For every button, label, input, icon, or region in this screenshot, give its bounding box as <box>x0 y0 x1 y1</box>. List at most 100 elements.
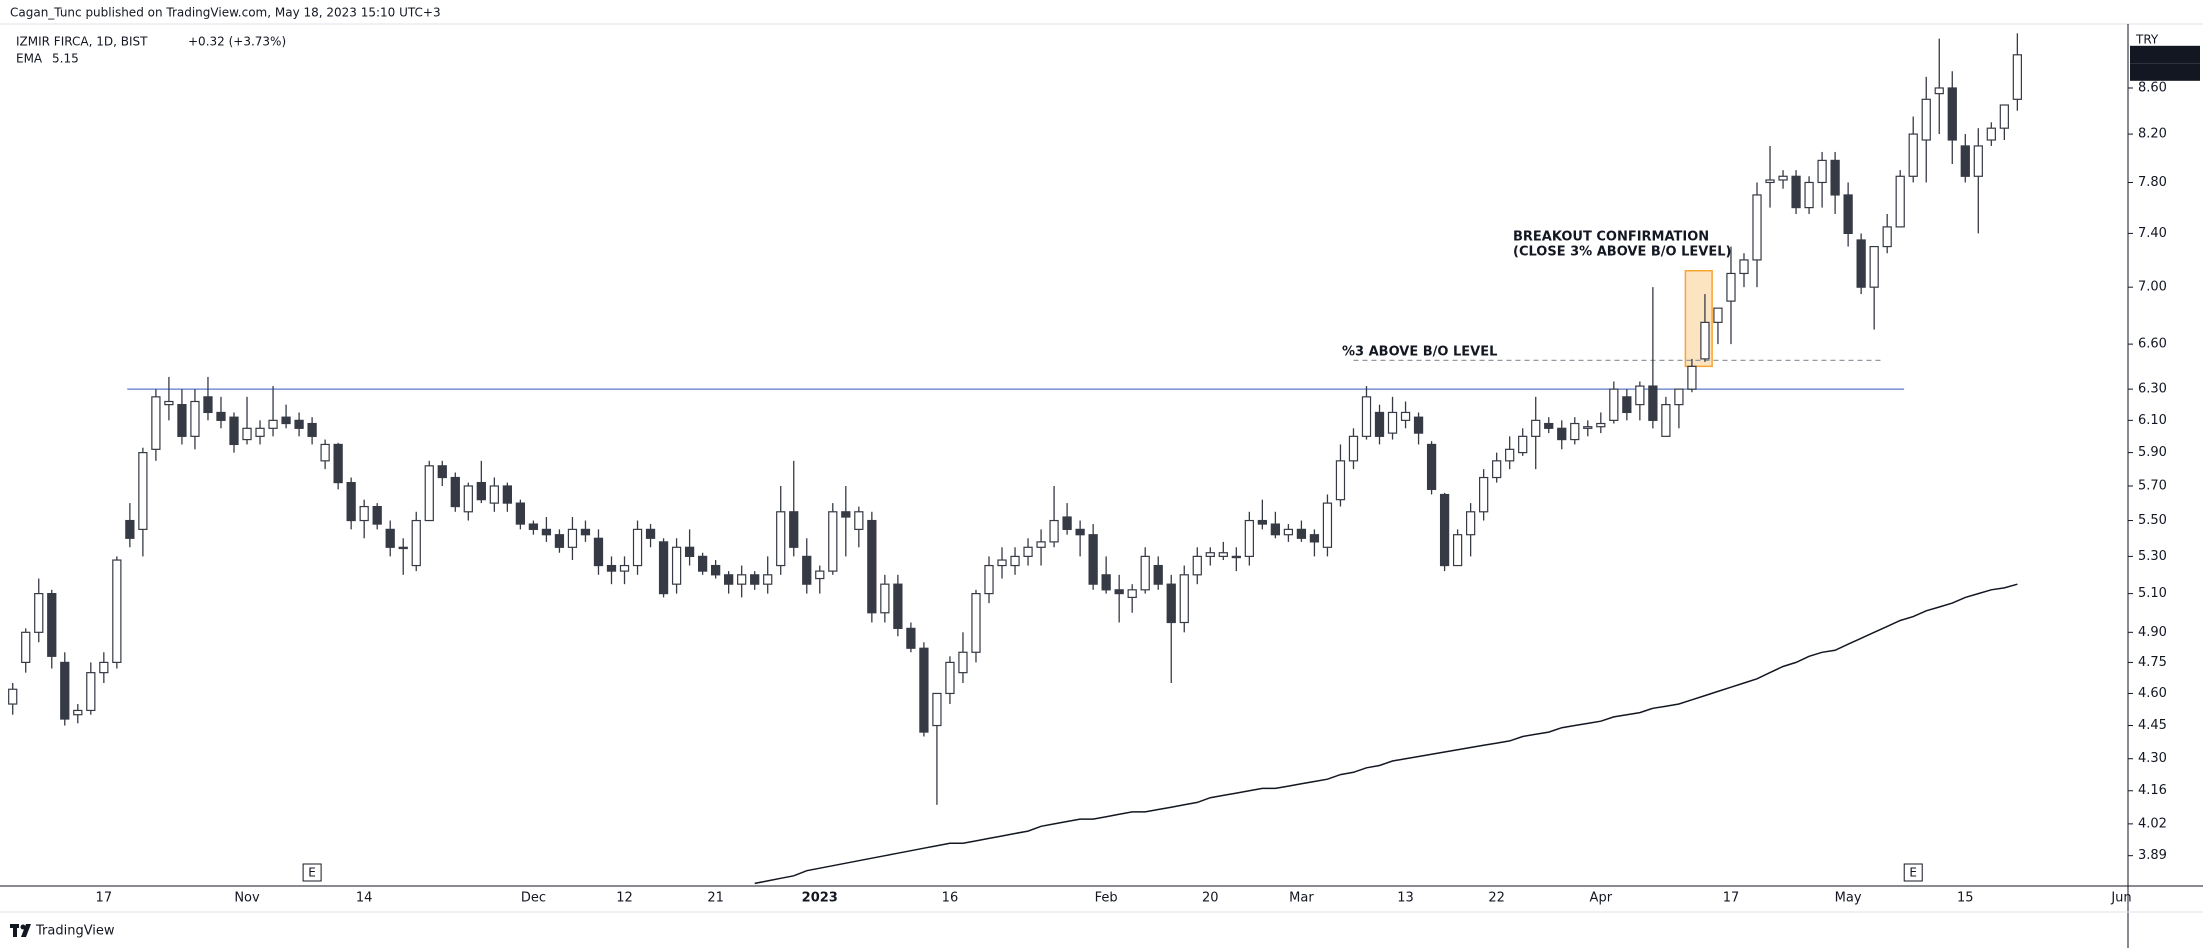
candle-body <box>880 583 890 614</box>
candle-body <box>919 647 929 733</box>
candle-body <box>34 593 44 633</box>
candle-body <box>1505 448 1515 462</box>
candle-body <box>1674 388 1684 406</box>
x-tick-label: Mar <box>1289 891 1314 906</box>
candle-body <box>1361 396 1372 437</box>
candle-body <box>789 511 799 548</box>
candle-body <box>1088 534 1098 585</box>
annotation: (CLOSE 3% ABOVE B/O LEVEL) <box>1513 245 1731 260</box>
candle-body <box>1257 519 1267 525</box>
candle-body <box>1583 426 1593 429</box>
x-tick-label: 15 <box>1957 891 1974 906</box>
candle-body <box>828 511 838 572</box>
candle-body <box>307 422 317 437</box>
candle-body <box>711 564 721 576</box>
candle-body <box>138 452 148 530</box>
y-tick-label: 5.50 <box>2138 513 2167 528</box>
candle-body <box>1023 546 1033 557</box>
candle-body <box>1752 194 1762 261</box>
y-tick-label: 4.30 <box>2138 751 2167 766</box>
candle-body <box>997 559 1007 567</box>
x-tick-label: Nov <box>234 891 260 906</box>
candle-body <box>1101 574 1111 591</box>
publisher: Cagan_Tunc published on TradingView.com,… <box>10 6 441 20</box>
candle-body <box>528 523 539 530</box>
candle-body <box>411 519 421 567</box>
x-tick-label: 17 <box>96 891 113 906</box>
x-tick-label: 17 <box>1723 891 1740 906</box>
candle-body <box>1661 404 1671 437</box>
candle-body <box>125 519 135 539</box>
candle-body <box>724 574 734 585</box>
candle-body <box>385 528 395 548</box>
candle-body <box>112 559 122 664</box>
candle-body <box>802 555 812 585</box>
event-marker <box>1903 863 1923 882</box>
candle-body <box>294 419 304 429</box>
x-tick-label: 22 <box>1488 891 1505 906</box>
candle-body <box>541 528 552 536</box>
y-tick-label: 5.90 <box>2138 445 2167 460</box>
candle-body <box>1544 422 1554 429</box>
candle-body <box>1192 555 1202 576</box>
y-tick-label: 4.75 <box>2138 655 2167 670</box>
candle-body <box>1049 519 1059 543</box>
candle-body <box>463 485 473 513</box>
candle-body <box>1205 552 1215 557</box>
countdown-box <box>2130 63 2200 81</box>
candle-body <box>1934 87 1944 95</box>
ema-value: 5.15 <box>52 52 79 66</box>
candle-body <box>515 502 526 525</box>
logo <box>10 924 31 937</box>
candle-body <box>1817 159 1827 184</box>
candle-body <box>1127 589 1137 599</box>
candle-body <box>1700 321 1710 360</box>
y-tick-label: 5.10 <box>2138 586 2167 601</box>
candle-body <box>658 541 669 595</box>
price-tag: 8.90 <box>2136 47 2168 62</box>
candle-body <box>1778 175 1788 181</box>
y-tick-label: 4.16 <box>2138 783 2167 798</box>
candle-body <box>1687 365 1697 390</box>
x-tick-label: Jun <box>2110 891 2131 906</box>
candle-body <box>1713 307 1723 323</box>
candle-body <box>398 546 408 550</box>
y-tick-label: 4.45 <box>2138 718 2167 733</box>
candle-body <box>346 481 356 522</box>
candle-body <box>489 485 499 504</box>
candle-body <box>1270 523 1281 536</box>
candle-body <box>8 688 18 705</box>
annotation: %3 ABOVE B/O LEVEL <box>1342 345 1497 360</box>
candle-body <box>1010 555 1020 567</box>
x-tick-label: Dec <box>521 891 546 906</box>
event-label: E <box>1909 866 1917 880</box>
candle-body <box>1908 133 1918 177</box>
candle-body <box>1218 552 1228 557</box>
candle-body <box>867 519 877 614</box>
candle-body <box>1960 145 1970 177</box>
candle-body <box>750 574 760 585</box>
candle-body <box>567 528 578 548</box>
candle-body <box>1309 534 1320 543</box>
candle-body <box>763 574 773 585</box>
y-tick-label: 4.02 <box>2138 816 2167 831</box>
branding: TradingView <box>35 924 115 939</box>
candle-body <box>619 564 630 572</box>
candle-body <box>99 661 109 674</box>
x-tick-label: 21 <box>707 891 724 906</box>
x-tick-label: 2023 <box>802 891 838 906</box>
candle-body <box>450 476 460 508</box>
candle-body <box>945 661 955 695</box>
candle-body <box>1518 435 1528 454</box>
candle-body <box>281 416 291 425</box>
candle-body <box>984 564 994 595</box>
currency: TRY <box>2135 33 2159 47</box>
candle-body <box>1153 564 1163 585</box>
candle-body <box>164 400 174 406</box>
candle-body <box>632 528 643 567</box>
candle-body <box>1322 502 1333 548</box>
candle-body <box>242 427 252 441</box>
candle-body <box>1179 574 1189 624</box>
candle-body <box>203 396 213 414</box>
